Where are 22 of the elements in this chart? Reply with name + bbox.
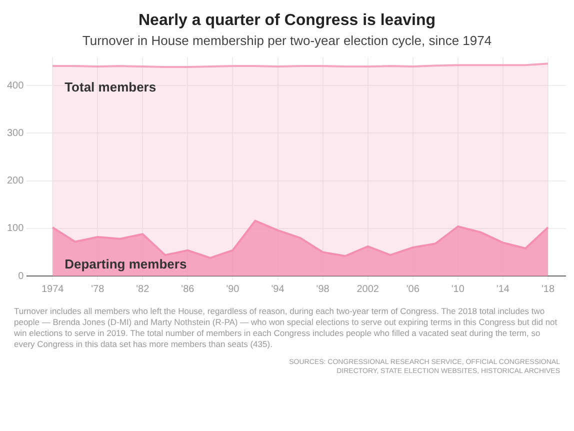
x-tick-label: '86	[181, 284, 195, 295]
x-tick-label: '10	[451, 284, 465, 295]
x-tick-label: '14	[496, 284, 510, 295]
chart-subtitle: Turnover in House membership per two-year election cycle, since 1974	[81, 33, 493, 48]
series-label: Total members	[64, 80, 156, 95]
y-tick-label: 100	[6, 223, 24, 234]
y-tick-label: 300	[6, 128, 24, 139]
x-tick-label: '94	[271, 284, 285, 295]
text: Turnover includes all members who left the House, regardless of reason, during each two-year term of Congress. The 2018 total includes two people — Brenda Jones (D-MI) and Marty Nothstein (R-PA) — who won special elections to serve out expiring terms in this Congress but did not win elections to serve in 2019. The total number of members in each Congress includes people who filled a vacated seat during the term, so every Congress in this data set has more members than seats (435).	[14, 306, 558, 350]
x-tick-label: '98	[316, 284, 330, 295]
y-tick-label: 200	[6, 176, 24, 187]
x-tick-label: '78	[91, 284, 105, 295]
x-tick-label: 2002	[356, 284, 380, 295]
x-tick-label: '82	[136, 284, 150, 295]
series-label: Departing members	[64, 256, 187, 272]
x-tick-label: 1974	[41, 284, 64, 295]
y-tick-label: 0	[18, 270, 24, 282]
x-tick-label: '06	[406, 284, 420, 295]
chart-title: Nearly a quarter of Congress is leaving	[138, 11, 436, 30]
y-tick-label: 400	[6, 80, 24, 92]
x-tick-label: '18	[541, 284, 555, 295]
x-tick-label: '90	[226, 284, 240, 295]
